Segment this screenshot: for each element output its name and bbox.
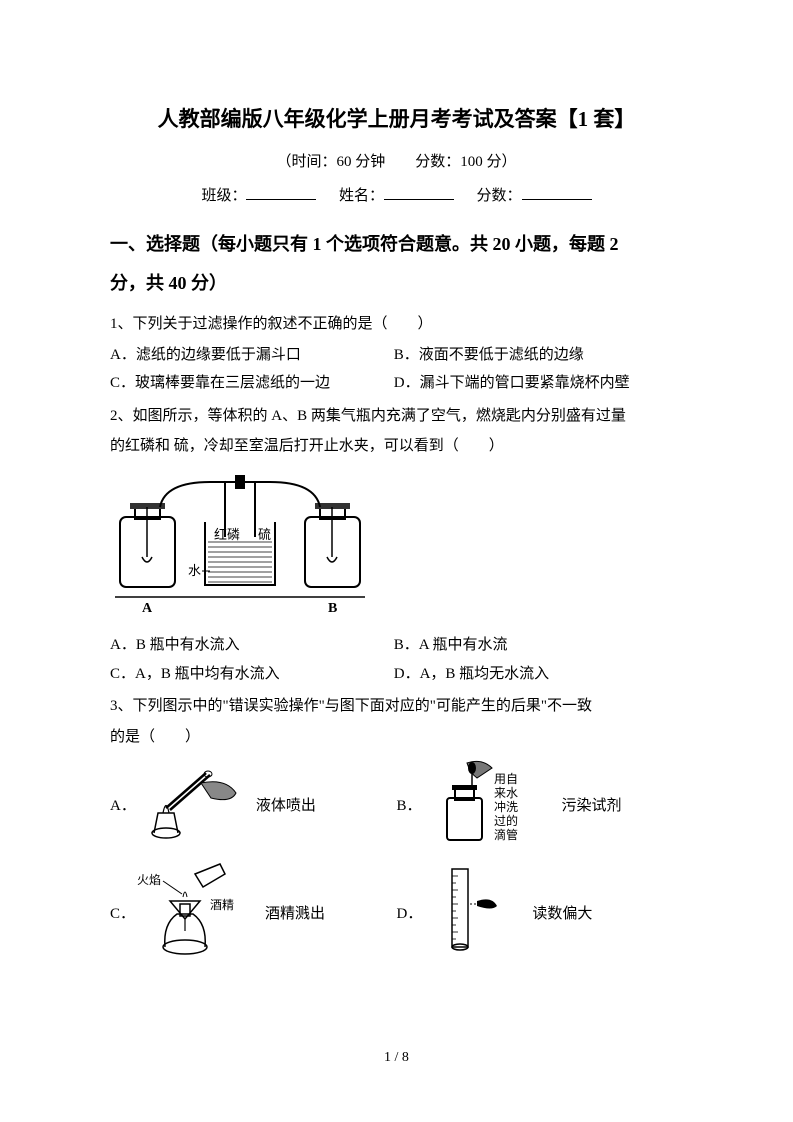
q3-a-label: A．: [110, 792, 136, 821]
q3-b-label: B．: [397, 792, 422, 821]
q2-opt-b: B．A 瓶中有水流: [394, 631, 508, 660]
svg-text:B: B: [328, 601, 337, 616]
page-number: 1 / 8: [0, 1045, 793, 1072]
q3-opt-b: B． 用自 来水 冲洗 过的 滴管 污染试剂: [397, 753, 684, 859]
q2-stem2: 的红磷和 硫，冷却至室温后打开止水夹，可以看到（ ）: [110, 432, 683, 461]
section-1-line2: 分，共 40 分）: [110, 264, 683, 304]
svg-text:冲洗: 冲洗: [494, 799, 518, 814]
exam-subtitle: （时间：60 分钟 分数：100 分）: [110, 148, 683, 177]
class-label: 班级：: [201, 188, 246, 204]
svg-text:酒精: 酒精: [210, 898, 234, 912]
svg-text:过的: 过的: [494, 813, 518, 828]
q3-c-label: C．: [110, 900, 135, 929]
svg-text:水: 水: [188, 563, 201, 578]
q3-stem1: 3、下列图示中的"错误实验操作"与图下面对应的"可能产生的后果"不一致: [110, 692, 683, 721]
q1-options: A．滤纸的边缘要低于漏斗口 B．液面不要低于滤纸的边缘 C．玻璃棒要靠在三层滤纸…: [110, 341, 683, 398]
q3-c-text: 酒精溅出: [265, 900, 325, 929]
q1-opt-d: D．漏斗下端的管口要紧靠烧杯内壁: [394, 369, 630, 398]
class-blank[interactable]: [246, 185, 316, 200]
q3-stem2: 的是（ ）: [110, 723, 683, 752]
q3-c-figure: 火焰 酒精: [135, 859, 265, 970]
q2-figure: 红磷 硫 水 A B: [110, 467, 683, 628]
info-row: 班级： 姓名： 分数：: [110, 182, 683, 211]
apparatus-diagram: 红磷 硫 水 A B: [110, 467, 370, 617]
score-label: 分数：: [477, 188, 522, 204]
svg-text:滴管: 滴管: [494, 827, 518, 842]
section-1-line1: 一、选择题（每小题只有 1 个选项符合题意。共 20 小题，每题 2: [110, 225, 683, 265]
q3-opt-d: D． 读数偏大: [397, 859, 684, 970]
q3-d-label: D．: [397, 900, 423, 929]
q3-b-figure: 用自 来水 冲洗 过的 滴管: [422, 753, 562, 859]
q1-stem: 1、下列关于过滤操作的叙述不正确的是（ ）: [110, 310, 683, 339]
svg-text:硫: 硫: [258, 527, 271, 542]
svg-text:火焰: 火焰: [137, 872, 161, 887]
q3-row1: A． 液体喷出 B． 用自 来水: [110, 753, 683, 859]
section-1-heading: 一、选择题（每小题只有 1 个选项符合题意。共 20 小题，每题 2 分，共 4…: [110, 225, 683, 304]
q1-opt-b: B．液面不要低于滤纸的边缘: [394, 341, 584, 370]
q3-a-figure: [136, 758, 256, 854]
svg-text:A: A: [142, 601, 153, 616]
score-blank[interactable]: [522, 185, 592, 200]
q3-a-text: 液体喷出: [256, 792, 316, 821]
q3-d-figure: [422, 861, 532, 967]
q3-b-text: 污染试剂: [562, 792, 622, 821]
q1-opt-c: C．玻璃棒要靠在三层滤纸的一边: [110, 369, 390, 398]
q2-opt-c: C．A，B 瓶中均有水流入: [110, 660, 390, 689]
q3-d-text: 读数偏大: [532, 900, 592, 929]
name-blank[interactable]: [384, 185, 454, 200]
q2-opt-a: A．B 瓶中有水流入: [110, 631, 390, 660]
q3-opt-a: A． 液体喷出: [110, 753, 397, 859]
svg-text:用自: 用自: [494, 772, 518, 786]
q2-options: A．B 瓶中有水流入 B．A 瓶中有水流 C．A，B 瓶中均有水流入 D．A，B…: [110, 631, 683, 688]
svg-text:红磷: 红磷: [214, 527, 240, 542]
q2-stem1: 2、如图所示，等体积的 A、B 两集气瓶内充满了空气，燃烧匙内分别盛有过量: [110, 402, 683, 431]
q3-row2: C． 火焰 酒精 酒精溅出 D．: [110, 859, 683, 970]
q3-opt-c: C． 火焰 酒精 酒精溅出: [110, 859, 397, 970]
q1-opt-a: A．滤纸的边缘要低于漏斗口: [110, 341, 390, 370]
svg-text:来水: 来水: [494, 786, 518, 800]
page-title: 人教部编版八年级化学上册月考考试及答案【1 套】: [110, 100, 683, 140]
q2-opt-d: D．A，B 瓶均无水流入: [394, 660, 549, 689]
name-label: 姓名：: [339, 188, 384, 204]
